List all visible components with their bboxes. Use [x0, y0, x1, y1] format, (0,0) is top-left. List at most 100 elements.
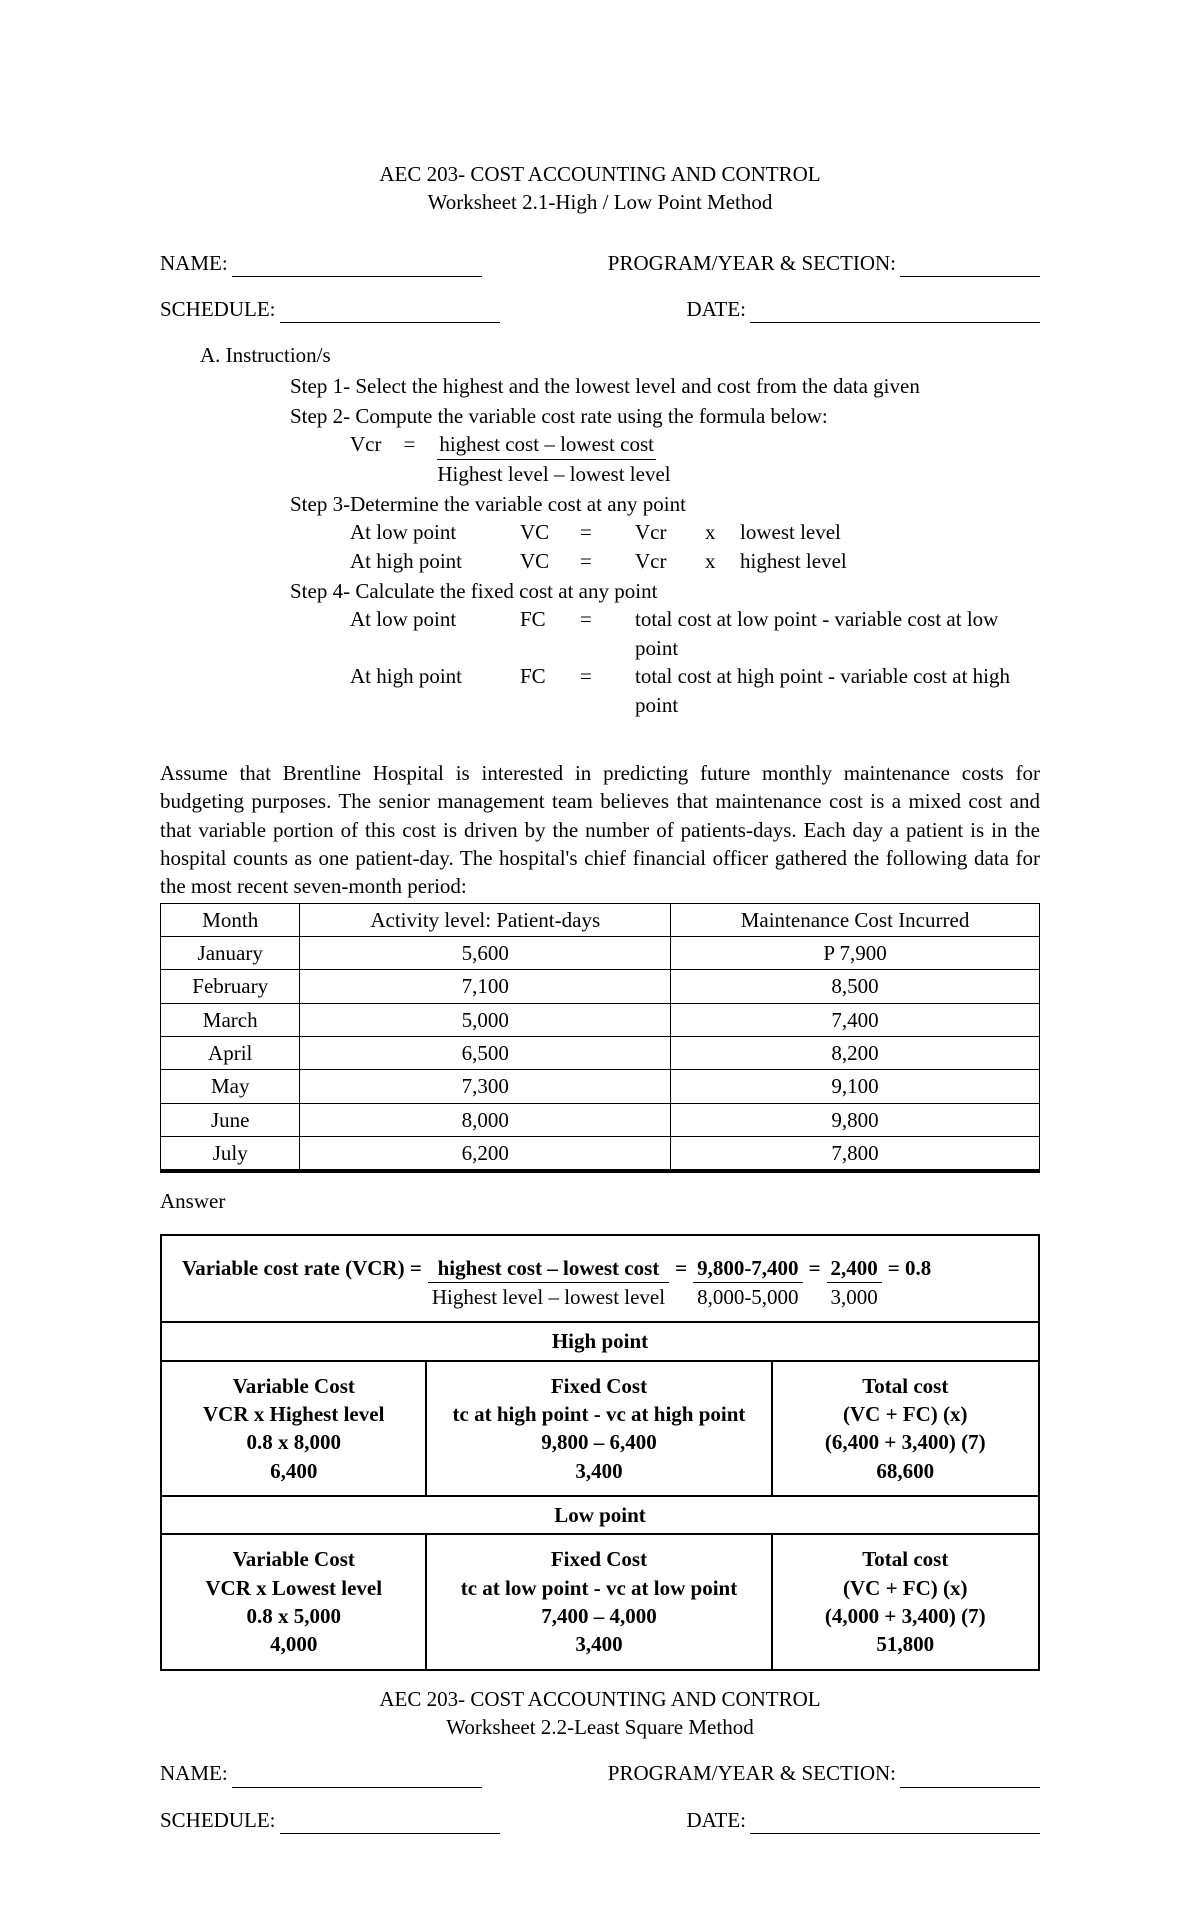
- s3-high-rhs: highest level: [740, 547, 890, 575]
- high-point-header: High point: [162, 1321, 1038, 1359]
- program-input-line[interactable]: [900, 255, 1040, 277]
- high-tc-t2: (VC + FC) (x): [789, 1400, 1022, 1428]
- table-cell: 9,100: [671, 1070, 1040, 1103]
- vcr-frac-1: highest cost – lowest cost Highest level…: [428, 1254, 669, 1312]
- vcr-denominator: Highest level – lowest level: [437, 462, 670, 486]
- answer-vcr-row: Variable cost rate (VCR) = highest cost …: [162, 1236, 1038, 1322]
- table-cell: 7,400: [671, 1003, 1040, 1036]
- low-tc-t1: Total cost: [789, 1545, 1022, 1573]
- vcr-label: Variable cost rate (VCR) =: [182, 1254, 422, 1282]
- s3-low-lbl: At low point: [350, 518, 510, 546]
- s4-low-fc: FC: [520, 605, 570, 662]
- high-vc-t2: VCR x Highest level: [178, 1400, 409, 1428]
- step-2: Step 2- Compute the variable cost rate u…: [290, 402, 1040, 430]
- high-fc-t3: 9,800 – 6,400: [443, 1428, 754, 1456]
- date-input-line[interactable]: [750, 301, 1040, 323]
- ws1-title: Worksheet 2.1-High / Low Point Method: [160, 188, 1040, 216]
- low-tc-t4: 51,800: [789, 1630, 1022, 1658]
- table-cell: June: [161, 1103, 300, 1136]
- high-fc-t2: tc at high point - vc at high point: [443, 1400, 754, 1428]
- s4-low-lbl: At low point: [350, 605, 510, 662]
- s4-high-fc: FC: [520, 662, 570, 719]
- table-row: January5,600P 7,900: [161, 936, 1040, 969]
- col-activity: Activity level: Patient-days: [300, 903, 671, 936]
- table-cell: July: [161, 1136, 300, 1171]
- program-field: PROGRAM/YEAR & SECTION:: [608, 249, 1040, 277]
- table-cell: 9,800: [671, 1103, 1040, 1136]
- name-input-line[interactable]: [232, 255, 482, 277]
- low-vc-t4: 4,000: [178, 1630, 409, 1658]
- instructions: A. Instruction/s Step 1- Select the high…: [200, 341, 1040, 718]
- vcr-frac2-den: 8,000-5,000: [693, 1283, 803, 1311]
- schedule-input-line[interactable]: [280, 301, 500, 323]
- step-3-low: At low point VC = Vcr x lowest level: [350, 518, 1040, 546]
- ws2-program-input-line[interactable]: [900, 1766, 1040, 1788]
- vcr-numerator: highest cost – lowest cost: [437, 430, 656, 459]
- table-cell: 6,500: [300, 1036, 671, 1069]
- low-fc-t4: 3,400: [443, 1630, 754, 1658]
- table-cell: March: [161, 1003, 300, 1036]
- schedule-field: SCHEDULE:: [160, 295, 500, 323]
- vcr-frac-3: 2,400 3,000: [827, 1254, 882, 1312]
- high-vc-cell: Variable Cost VCR x Highest level 0.8 x …: [162, 1362, 427, 1495]
- vcr-eq2: =: [809, 1254, 821, 1282]
- ws1-header: AEC 203- COST ACCOUNTING AND CONTROL Wor…: [160, 160, 1040, 217]
- data-table: Month Activity level: Patient-days Maint…: [160, 903, 1040, 1174]
- table-cell: May: [161, 1070, 300, 1103]
- low-tc-t3: (4,000 + 3,400) (7): [789, 1602, 1022, 1630]
- high-point-cells: Variable Cost VCR x Highest level 0.8 x …: [162, 1360, 1038, 1495]
- s3-low-eq: =: [580, 518, 625, 546]
- s3-low-vcr: Vcr: [635, 518, 695, 546]
- vcr-lhs: Vcr: [350, 430, 381, 458]
- high-vc-t4: 6,400: [178, 1457, 409, 1485]
- ws2-form-row-1: NAME: PROGRAM/YEAR & SECTION:: [160, 1759, 1040, 1787]
- s3-high-vcr: Vcr: [635, 547, 695, 575]
- low-tc-cell: Total cost (VC + FC) (x) (4,000 + 3,400)…: [773, 1535, 1038, 1668]
- step-3-high: At high point VC = Vcr x highest level: [350, 547, 1040, 575]
- step-1: Step 1- Select the highest and the lowes…: [290, 372, 1040, 400]
- instruction-body: Step 1- Select the highest and the lowes…: [290, 372, 1040, 719]
- form-row-1: NAME: PROGRAM/YEAR & SECTION:: [160, 249, 1040, 277]
- s3-low-rhs: lowest level: [740, 518, 890, 546]
- low-vc-cell: Variable Cost VCR x Lowest level 0.8 x 5…: [162, 1535, 427, 1668]
- s3-high-lbl: At high point: [350, 547, 510, 575]
- low-vc-t1: Variable Cost: [178, 1545, 409, 1573]
- table-row: May7,3009,100: [161, 1070, 1040, 1103]
- high-fc-cell: Fixed Cost tc at high point - vc at high…: [427, 1362, 772, 1495]
- ws2-program-label: PROGRAM/YEAR & SECTION:: [608, 1759, 896, 1787]
- low-point-cells: Variable Cost VCR x Lowest level 0.8 x 5…: [162, 1533, 1038, 1668]
- table-cell: 5,000: [300, 1003, 671, 1036]
- table-cell: 7,800: [671, 1136, 1040, 1171]
- low-fc-t2: tc at low point - vc at low point: [443, 1574, 754, 1602]
- low-fc-t3: 7,400 – 4,000: [443, 1602, 754, 1630]
- ws2-date-input-line[interactable]: [750, 1812, 1040, 1834]
- ws2-program-field: PROGRAM/YEAR & SECTION:: [608, 1759, 1040, 1787]
- ws2-name-field: NAME:: [160, 1759, 482, 1787]
- table-header-row: Month Activity level: Patient-days Maint…: [161, 903, 1040, 936]
- ws2-schedule-input-line[interactable]: [280, 1812, 500, 1834]
- s4-high-lbl: At high point: [350, 662, 510, 719]
- table-cell: 8,000: [300, 1103, 671, 1136]
- table-cell: February: [161, 970, 300, 1003]
- table-row: March5,0007,400: [161, 1003, 1040, 1036]
- col-cost: Maintenance Cost Incurred: [671, 903, 1040, 936]
- vcr-eq: =: [403, 430, 415, 458]
- form-row-2: SCHEDULE: DATE:: [160, 295, 1040, 323]
- low-tc-t2: (VC + FC) (x): [789, 1574, 1022, 1602]
- low-point-header: Low point: [162, 1495, 1038, 1533]
- table-cell: 7,100: [300, 970, 671, 1003]
- vcr-result: = 0.8: [888, 1254, 931, 1282]
- high-tc-t1: Total cost: [789, 1372, 1022, 1400]
- vcr-frac2-num: 9,800-7,400: [693, 1254, 803, 1283]
- step-4-high: At high point FC = total cost at high po…: [350, 662, 1040, 719]
- vcr-eq1: =: [675, 1254, 687, 1282]
- ws2-title: Worksheet 2.2-Least Square Method: [160, 1713, 1040, 1741]
- answer-box: Variable cost rate (VCR) = highest cost …: [160, 1234, 1040, 1671]
- step-4: Step 4- Calculate the fixed cost at any …: [290, 577, 1040, 605]
- s3-low-x: x: [705, 518, 730, 546]
- s4-low-eq: =: [580, 605, 625, 662]
- table-cell: January: [161, 936, 300, 969]
- ws2-name-input-line[interactable]: [232, 1766, 482, 1788]
- high-tc-t4: 68,600: [789, 1457, 1022, 1485]
- program-label: PROGRAM/YEAR & SECTION:: [608, 249, 896, 277]
